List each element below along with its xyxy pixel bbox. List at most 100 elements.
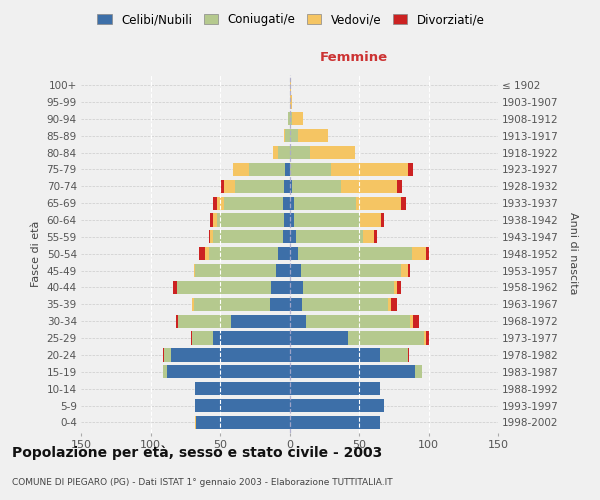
Bar	[415, 365, 422, 378]
Bar	[301, 264, 401, 277]
Bar	[283, 230, 290, 243]
Bar	[290, 298, 302, 311]
Bar	[270, 298, 290, 311]
Bar	[275, 264, 290, 277]
Bar	[426, 247, 428, 260]
Bar	[210, 214, 213, 226]
Bar	[306, 314, 410, 328]
Bar	[292, 180, 341, 193]
Bar	[290, 281, 304, 294]
Bar	[290, 78, 291, 92]
Bar	[286, 129, 290, 142]
Bar	[221, 180, 224, 193]
Bar	[407, 163, 413, 176]
Bar	[292, 112, 304, 126]
Bar	[290, 196, 293, 209]
Bar	[172, 348, 290, 362]
Bar	[290, 382, 380, 395]
Bar	[426, 332, 428, 344]
Bar	[177, 281, 271, 294]
Bar	[290, 365, 415, 378]
Bar	[284, 180, 290, 193]
Bar	[235, 180, 284, 193]
Bar	[374, 230, 377, 243]
Bar	[283, 196, 290, 209]
Bar	[424, 332, 426, 344]
Bar	[278, 247, 290, 260]
Bar	[249, 163, 286, 176]
Bar	[192, 332, 213, 344]
Text: Femmine: Femmine	[320, 50, 388, 64]
Bar	[397, 281, 401, 294]
Bar	[192, 298, 194, 311]
Bar	[194, 264, 195, 277]
Bar	[195, 416, 196, 429]
Bar	[290, 146, 310, 159]
Bar	[231, 314, 290, 328]
Bar	[296, 230, 363, 243]
Bar	[284, 129, 286, 142]
Bar	[363, 230, 374, 243]
Bar	[293, 196, 356, 209]
Bar	[271, 281, 290, 294]
Bar	[293, 214, 361, 226]
Bar	[284, 214, 290, 226]
Text: COMUNE DI PIEGARO (PG) - Dati ISTAT 1° gennaio 2003 - Elaborazione TUTTITALIA.IT: COMUNE DI PIEGARO (PG) - Dati ISTAT 1° g…	[12, 478, 392, 487]
Bar	[195, 264, 275, 277]
Bar	[413, 314, 419, 328]
Bar	[290, 96, 292, 108]
Bar	[199, 247, 205, 260]
Bar	[290, 247, 298, 260]
Bar	[217, 196, 224, 209]
Text: Popolazione per età, sesso e stato civile - 2003: Popolazione per età, sesso e stato civil…	[12, 446, 382, 460]
Bar	[194, 298, 270, 311]
Bar	[298, 247, 412, 260]
Bar	[412, 247, 426, 260]
Bar	[401, 264, 407, 277]
Bar	[407, 348, 409, 362]
Bar	[191, 332, 192, 344]
Bar	[290, 416, 380, 429]
Bar	[167, 365, 290, 378]
Legend: Celibi/Nubili, Coniugati/e, Vedovi/e, Divorziati/e: Celibi/Nubili, Coniugati/e, Vedovi/e, Di…	[92, 8, 490, 31]
Bar	[163, 348, 164, 362]
Bar	[224, 196, 283, 209]
Bar	[331, 163, 407, 176]
Bar	[298, 129, 328, 142]
Bar	[213, 230, 283, 243]
Bar	[391, 298, 397, 311]
Bar	[286, 163, 290, 176]
Bar	[224, 180, 235, 193]
Bar	[290, 264, 301, 277]
Bar	[288, 112, 290, 126]
Bar	[213, 214, 217, 226]
Bar	[196, 416, 290, 429]
Bar	[290, 399, 384, 412]
Bar	[278, 146, 290, 159]
Bar	[213, 332, 290, 344]
Bar	[302, 298, 388, 311]
Bar	[310, 146, 355, 159]
Bar	[388, 298, 391, 311]
Bar	[348, 332, 424, 344]
Bar	[209, 230, 210, 243]
Bar	[401, 196, 406, 209]
Bar	[195, 382, 290, 395]
Bar	[290, 314, 306, 328]
Bar	[381, 214, 384, 226]
Bar	[195, 399, 290, 412]
Bar	[290, 332, 348, 344]
Bar	[410, 314, 413, 328]
Bar	[290, 112, 292, 126]
Bar	[213, 196, 217, 209]
Bar	[163, 365, 167, 378]
Bar	[361, 214, 381, 226]
Bar	[205, 247, 209, 260]
Y-axis label: Fasce di età: Fasce di età	[31, 220, 41, 287]
Y-axis label: Anni di nascita: Anni di nascita	[568, 212, 578, 295]
Bar	[394, 281, 397, 294]
Bar	[397, 180, 402, 193]
Bar	[173, 281, 177, 294]
Bar	[341, 180, 397, 193]
Bar	[380, 348, 407, 362]
